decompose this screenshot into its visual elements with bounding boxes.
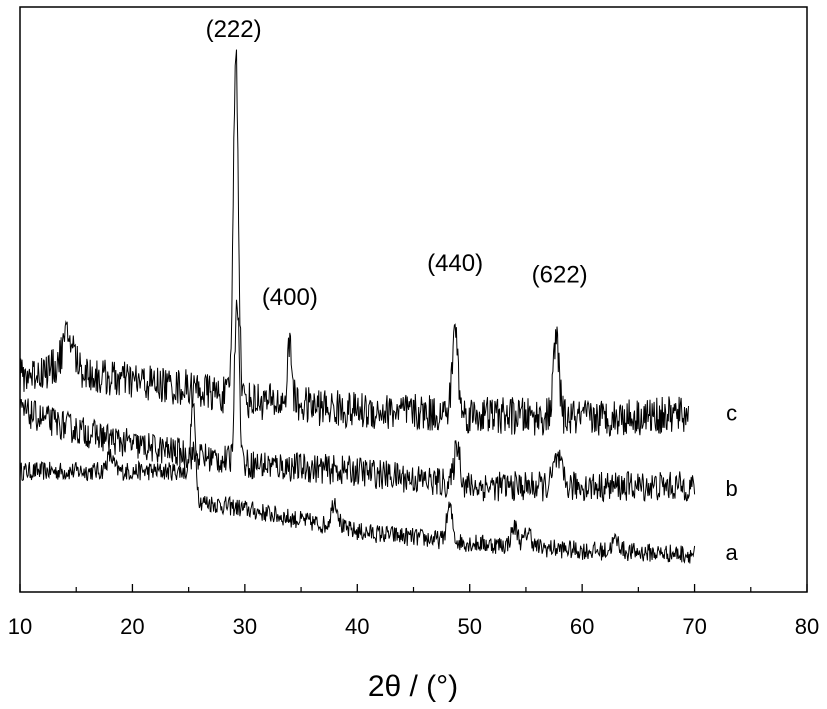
peak-label: (222): [206, 16, 262, 43]
series-line-c: [19, 49, 689, 437]
x-axis-ticks: 10 20 30 40 50 60 70 80: [8, 584, 819, 639]
x-tick-label: 60: [570, 614, 594, 639]
x-tick-label: 50: [457, 614, 481, 639]
peak-annotations: (222) (400) (440) (622): [206, 16, 588, 311]
x-tick-label: 70: [682, 614, 706, 639]
peak-label: (440): [427, 250, 483, 277]
x-tick-label: 80: [795, 614, 819, 639]
peak-label: (622): [532, 262, 588, 289]
series-label-a: a: [726, 540, 739, 565]
series-labels: c b a: [726, 400, 739, 565]
x-tick-label: 20: [120, 614, 144, 639]
peak-label: (400): [262, 284, 318, 311]
x-tick-label: 30: [233, 614, 257, 639]
series-label-b: b: [726, 476, 738, 501]
series-layer: [19, 49, 696, 564]
plot-frame: [19, 6, 808, 593]
series-label-c: c: [726, 400, 737, 425]
x-tick-label: 10: [8, 614, 32, 639]
series-line-b: [19, 299, 696, 503]
x-axis-title: 2θ / (°): [368, 670, 458, 703]
series-line-a: [19, 402, 696, 564]
x-tick-label: 40: [345, 614, 369, 639]
